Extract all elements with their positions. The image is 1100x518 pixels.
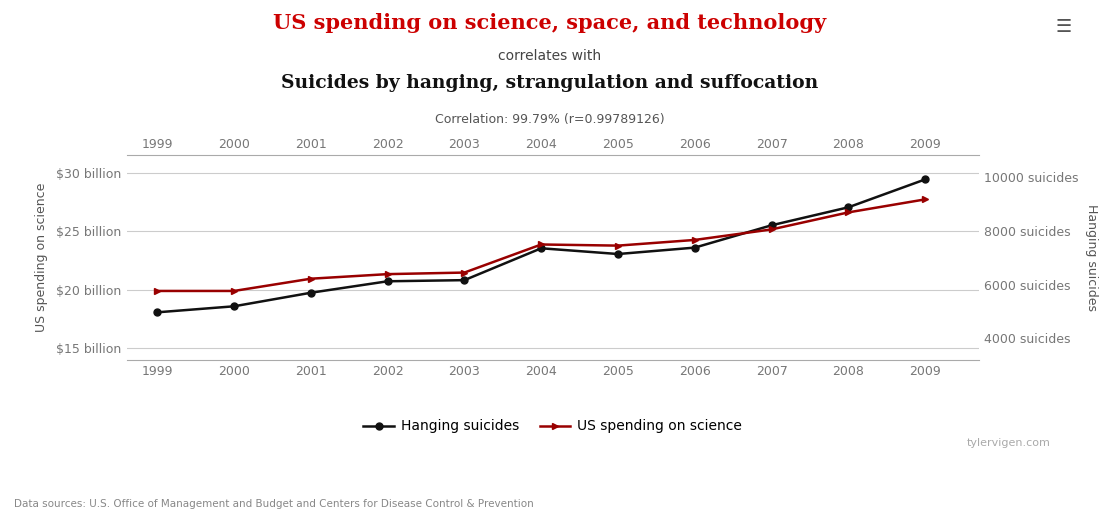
Text: correlates with: correlates with	[498, 49, 602, 63]
Text: ☰: ☰	[1055, 18, 1071, 36]
Legend: Hanging suicides, US spending on science: Hanging suicides, US spending on science	[358, 414, 748, 439]
Text: US spending on science, space, and technology: US spending on science, space, and techn…	[274, 13, 826, 33]
Y-axis label: Hanging suicides: Hanging suicides	[1085, 204, 1098, 311]
Y-axis label: US spending on science: US spending on science	[35, 183, 48, 333]
Text: Data sources: U.S. Office of Management and Budget and Centers for Disease Contr: Data sources: U.S. Office of Management …	[14, 499, 533, 509]
Text: Correlation: 99.79% (r=0.99789126): Correlation: 99.79% (r=0.99789126)	[436, 113, 664, 126]
Text: Suicides by hanging, strangulation and suffocation: Suicides by hanging, strangulation and s…	[282, 74, 818, 92]
Text: tylervigen.com: tylervigen.com	[967, 438, 1050, 448]
